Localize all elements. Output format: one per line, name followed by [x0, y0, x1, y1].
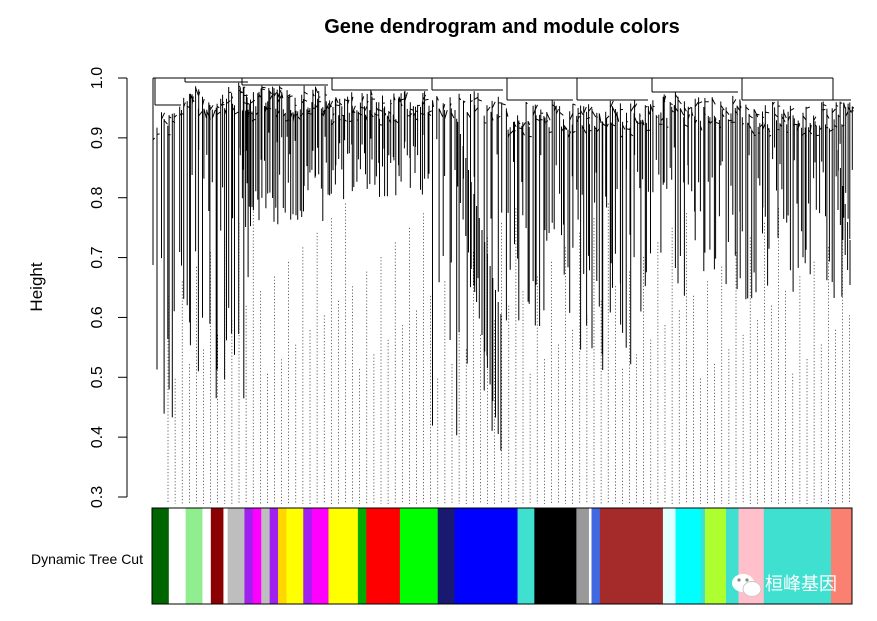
module-color-segment-26	[599, 508, 664, 604]
module-color-segment-8	[252, 508, 262, 604]
module-color-segment-24	[588, 508, 592, 604]
module-color-segment-2	[185, 508, 203, 604]
y-tick-label-6: 0.9	[89, 127, 106, 149]
module-color-segment-13	[303, 508, 313, 604]
module-color-segment-0	[152, 508, 170, 604]
y-tick-label-5: 0.8	[89, 186, 106, 208]
module-color-segment-21	[517, 508, 535, 604]
module-color-segment-11	[278, 508, 287, 604]
module-color-segment-30	[704, 508, 727, 604]
color-row-label: Dynamic Tree Cut	[31, 551, 143, 567]
y-axis: 0.3 0.4 0.5 0.6 0.7 0.8 0.9 1.0	[89, 67, 128, 508]
y-tick-label-4: 0.7	[89, 246, 106, 268]
module-color-segment-34	[830, 508, 853, 604]
module-color-segment-25	[591, 508, 601, 604]
module-color-bar	[152, 508, 853, 604]
module-color-segment-5	[223, 508, 229, 604]
watermark-text: 桓峰基因	[765, 574, 837, 595]
module-color-segment-18	[399, 508, 439, 604]
module-color-segment-28	[675, 508, 702, 604]
module-color-segment-22	[534, 508, 577, 604]
module-color-segment-27	[662, 508, 676, 604]
leaf-guide-lines	[167, 203, 850, 504]
module-color-segment-19	[437, 508, 455, 604]
module-color-segment-23	[576, 508, 590, 604]
module-color-segment-33	[763, 508, 832, 604]
module-color-segment-3	[202, 508, 212, 604]
dendrogram-branches	[152, 77, 855, 451]
chart-title: Gene dendrogram and module colors	[324, 16, 680, 38]
module-color-segment-15	[328, 508, 359, 604]
dendrogram-tree	[152, 77, 855, 451]
module-color-segment-7	[244, 508, 254, 604]
module-color-segment-16	[357, 508, 367, 604]
y-tick-label-0: 0.3	[89, 486, 106, 508]
module-color-segment-10	[269, 508, 279, 604]
y-tick-label-2: 0.5	[89, 366, 106, 388]
module-color-segment-4	[210, 508, 224, 604]
module-color-segment-17	[366, 508, 401, 604]
y-tick-label-7: 1.0	[89, 67, 106, 89]
watermark: 桓峰基因	[732, 574, 837, 597]
module-color-segment-12	[286, 508, 304, 604]
y-tick-label-1: 0.4	[89, 426, 106, 448]
module-color-segment-20	[454, 508, 518, 604]
y-tick-label-3: 0.6	[89, 306, 106, 328]
module-color-segment-6	[227, 508, 245, 604]
module-color-segment-9	[261, 508, 271, 604]
y-axis-label: Height	[27, 262, 46, 311]
color-bar-border	[151, 507, 853, 605]
wechat-icon	[732, 574, 762, 597]
module-color-segment-14	[311, 508, 329, 604]
module-color-segment-1	[168, 508, 187, 604]
module-color-segment-29	[700, 508, 706, 604]
